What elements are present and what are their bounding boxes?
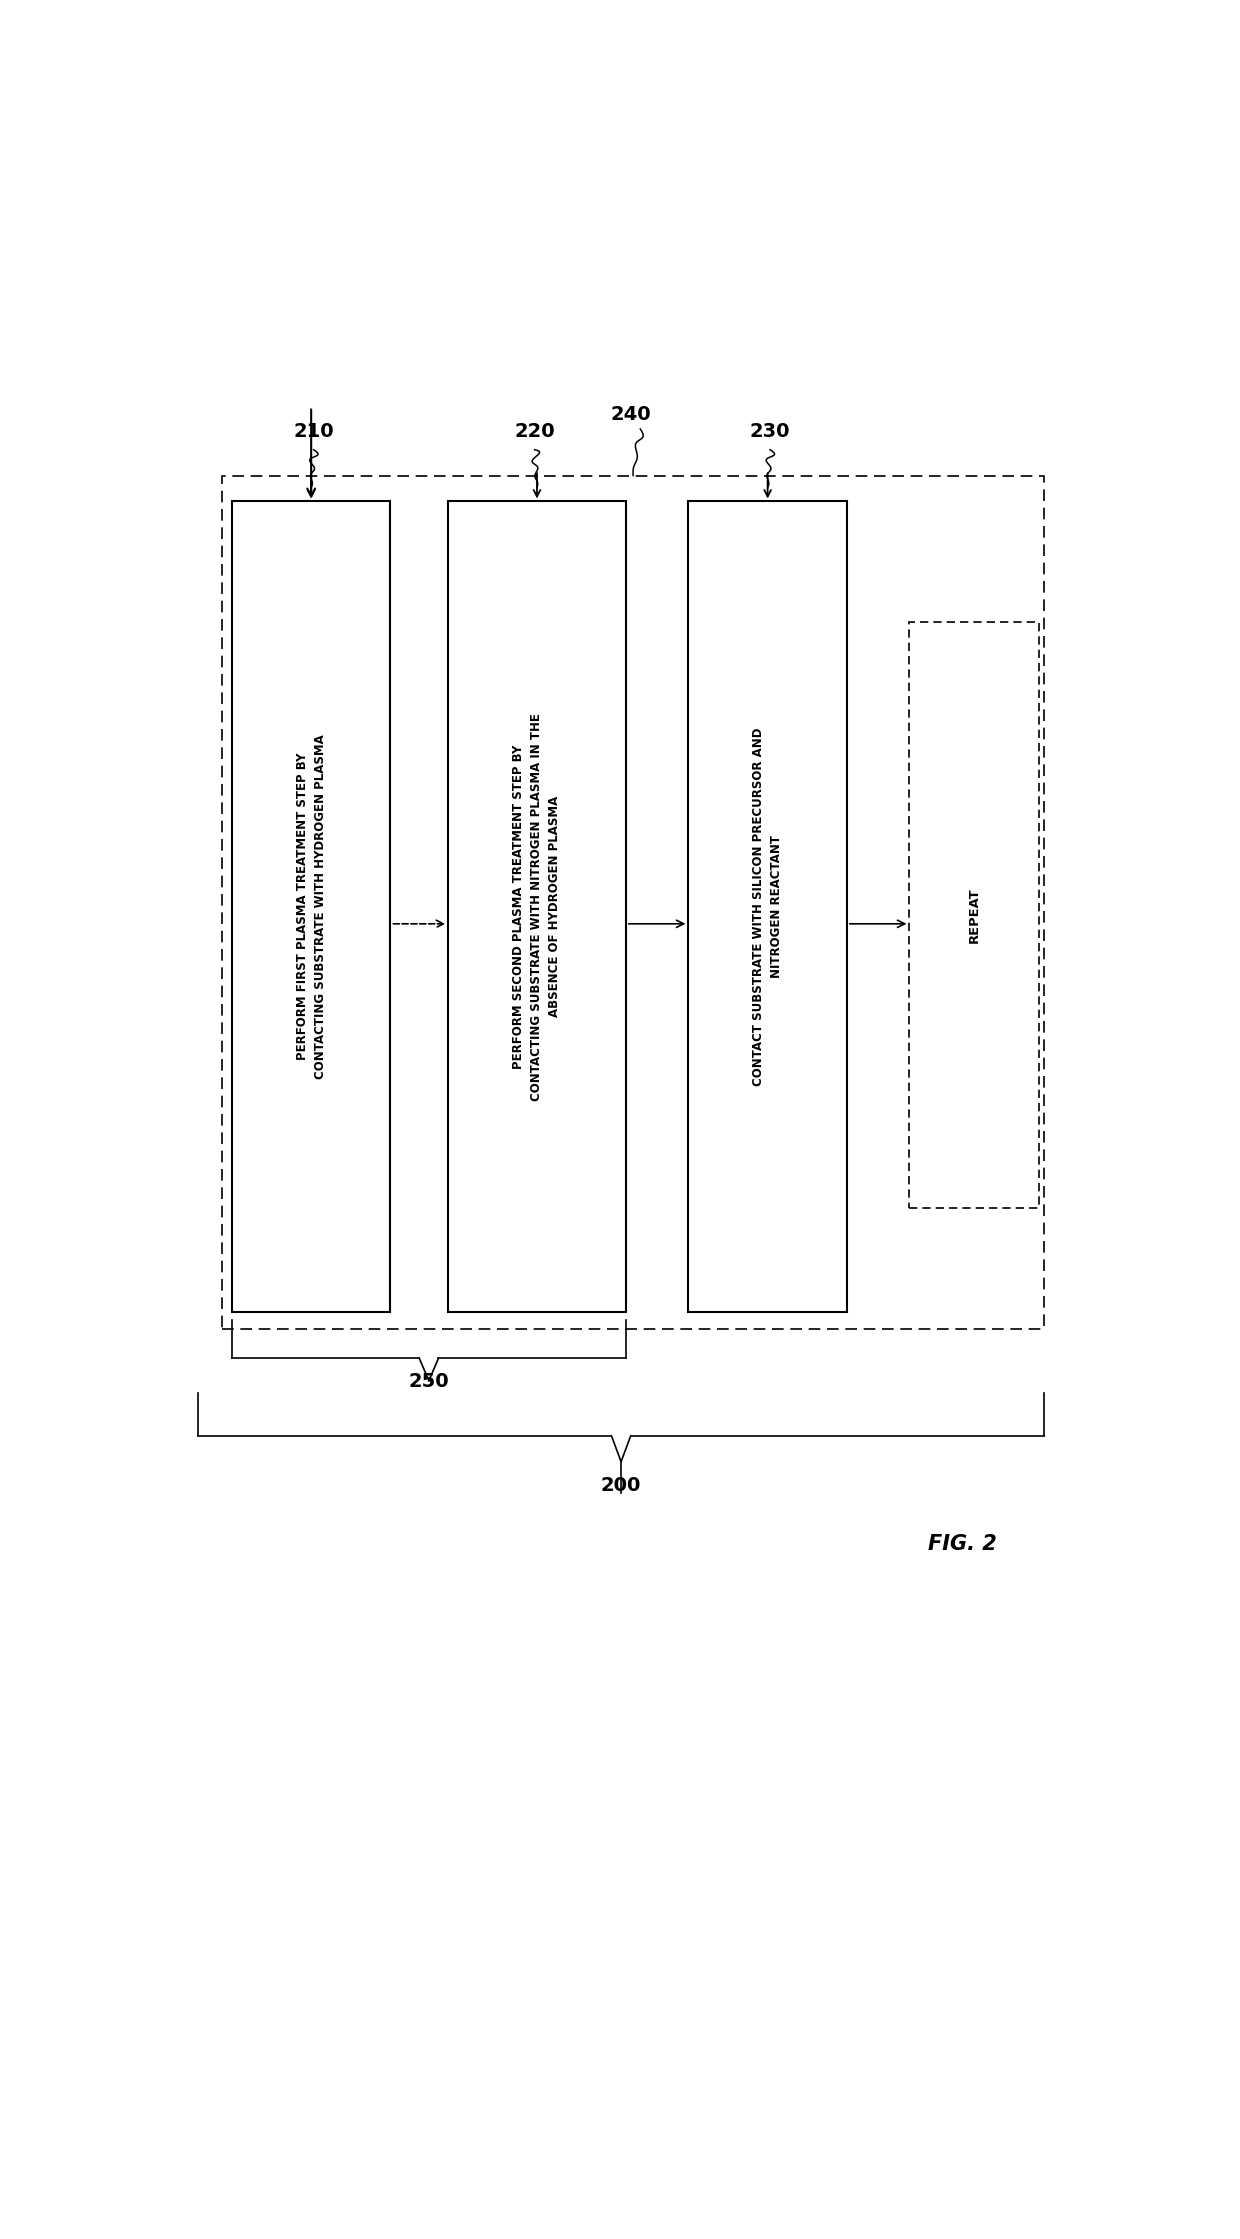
Bar [688,502,847,1312]
Text: REPEAT: REPEAT [967,887,981,943]
Text: CONTACT SUBSTRATE WITH SILICON PRECURSOR AND
NITROGEN REACTANT: CONTACT SUBSTRATE WITH SILICON PRECURSOR… [753,728,784,1086]
Text: PERFORM FIRST PLASMA TREATMENT STEP BY
CONTACTING SUBSTRATE WITH HYDROGEN PLASMA: PERFORM FIRST PLASMA TREATMENT STEP BY C… [295,734,326,1079]
Text: FIG. 2: FIG. 2 [928,1534,997,1554]
Text: 240: 240 [610,405,651,423]
Bar [232,502,391,1312]
Text: 220: 220 [515,423,556,441]
Text: 230: 230 [750,423,790,441]
Text: PERFORM SECOND PLASMA TREATMENT STEP BY
CONTACTING SUBSTRATE WITH NITROGEN PLASM: PERFORM SECOND PLASMA TREATMENT STEP BY … [512,712,562,1102]
Text: 250: 250 [408,1373,449,1390]
Bar [222,475,1044,1330]
Text: 200: 200 [601,1476,641,1493]
Text: 210: 210 [293,423,334,441]
Bar [448,502,626,1312]
Bar [909,622,1039,1209]
